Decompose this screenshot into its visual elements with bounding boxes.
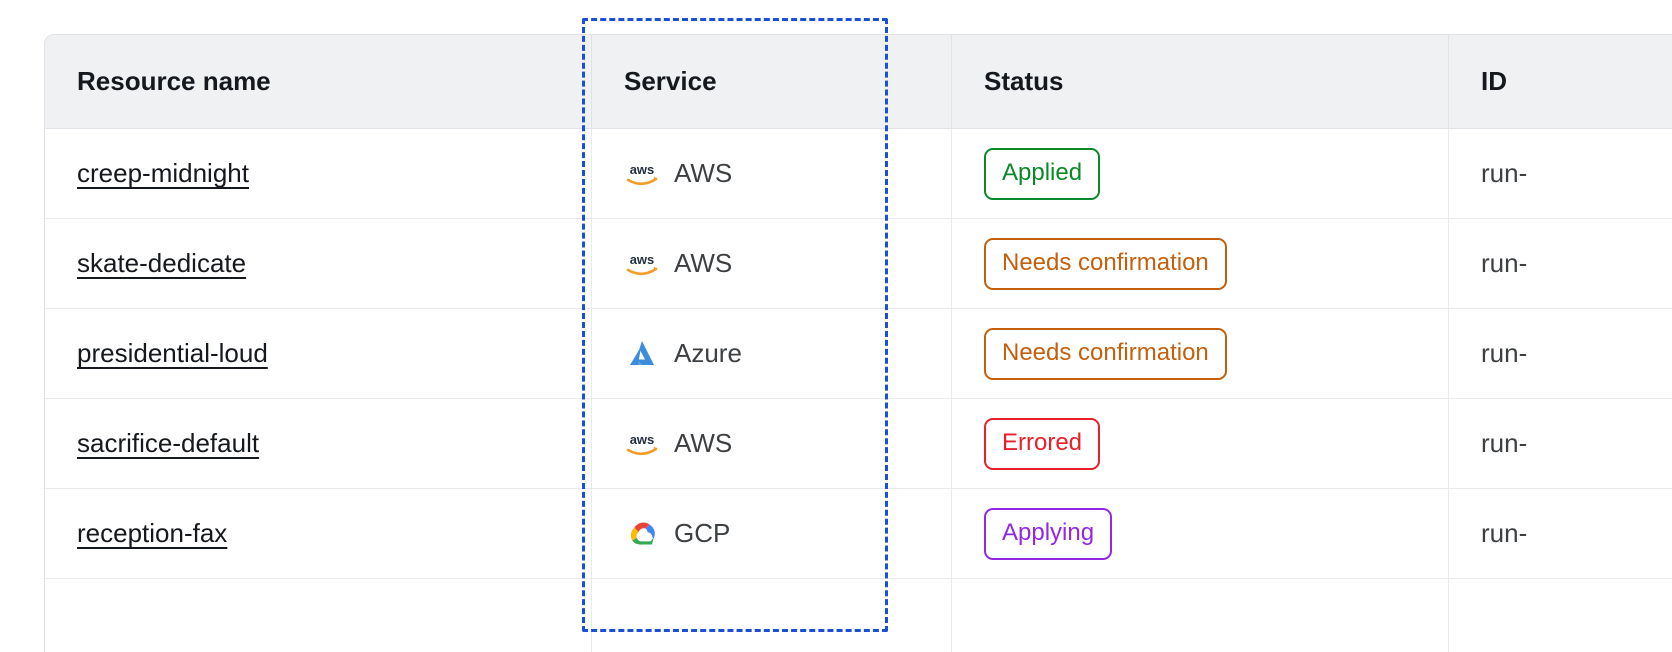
status-badge: Errored <box>984 417 1101 470</box>
run-id-text: run- <box>1481 338 1528 368</box>
column-header-service[interactable]: Service <box>591 35 951 129</box>
svg-text:aws: aws <box>630 432 655 447</box>
aws-logo-icon: aws <box>624 247 660 281</box>
column-header-status[interactable]: Status <box>951 35 1448 129</box>
service-cell-content: aws AWS <box>624 157 951 191</box>
cell-status: Errored <box>951 399 1448 489</box>
resource-table-container: Resource name Service Status ID creep-mi… <box>44 34 1672 652</box>
cell-id <box>1448 579 1672 652</box>
column-header-id[interactable]: ID <box>1448 35 1672 129</box>
column-header-resource-name[interactable]: Resource name <box>45 35 591 129</box>
service-cell-content: GCP <box>624 517 951 551</box>
aws-logo-icon: aws <box>624 427 660 461</box>
table-row[interactable]: reception-fax GCP Applying run- <box>45 489 1672 579</box>
run-id-text: run- <box>1481 158 1528 188</box>
cell-id: run- <box>1448 219 1672 309</box>
service-label: AWS <box>674 248 733 278</box>
cell-resource-name <box>45 579 591 652</box>
service-label: GCP <box>674 518 731 548</box>
table-row[interactable] <box>45 579 1672 652</box>
service-label: Azure <box>674 338 742 368</box>
run-id-text: run- <box>1481 248 1528 278</box>
table-header-row: Resource name Service Status ID <box>45 35 1672 129</box>
cell-service: aws AWS <box>591 399 951 489</box>
cell-id: run- <box>1448 399 1672 489</box>
table-header: Resource name Service Status ID <box>45 35 1672 129</box>
status-badge: Needs confirmation <box>984 327 1227 380</box>
cell-resource-name: sacrifice-default <box>45 399 591 489</box>
cell-service: Azure <box>591 309 951 399</box>
cell-resource-name: reception-fax <box>45 489 591 579</box>
resource-name-link[interactable]: presidential-loud <box>77 338 268 368</box>
cell-resource-name: creep-midnight <box>45 129 591 219</box>
cell-service <box>591 579 951 652</box>
service-label: AWS <box>674 158 733 188</box>
cell-service: GCP <box>591 489 951 579</box>
azure-logo-icon <box>624 337 660 371</box>
resource-table: Resource name Service Status ID creep-mi… <box>44 34 1672 652</box>
service-cell-content: Azure <box>624 337 951 371</box>
status-badge: Needs confirmation <box>984 237 1227 290</box>
service-cell-content: aws AWS <box>624 247 951 281</box>
aws-logo-icon: aws <box>624 157 660 191</box>
table-row[interactable]: sacrifice-default aws AWS Errored run- <box>45 399 1672 489</box>
run-id-text: run- <box>1481 428 1528 458</box>
cell-status: Needs confirmation <box>951 309 1448 399</box>
cell-service: aws AWS <box>591 219 951 309</box>
cell-status: Applying <box>951 489 1448 579</box>
table-row[interactable]: presidential-loud Azure Needs confirmation… <box>45 309 1672 399</box>
service-cell-content: aws AWS <box>624 427 951 461</box>
cell-resource-name: presidential-loud <box>45 309 591 399</box>
cell-service: aws AWS <box>591 129 951 219</box>
cell-id: run- <box>1448 309 1672 399</box>
cell-resource-name: skate-dedicate <box>45 219 591 309</box>
cell-id: run- <box>1448 129 1672 219</box>
svg-text:aws: aws <box>630 252 655 267</box>
resource-name-link[interactable]: creep-midnight <box>77 158 249 188</box>
cell-status: Needs confirmation <box>951 219 1448 309</box>
run-id-text: run- <box>1481 518 1528 548</box>
status-badge: Applied <box>984 147 1101 200</box>
resource-name-link[interactable]: sacrifice-default <box>77 428 260 458</box>
status-badge: Applying <box>984 507 1113 560</box>
service-label: AWS <box>674 428 733 458</box>
cell-status <box>951 579 1448 652</box>
cell-id: run- <box>1448 489 1672 579</box>
cell-status: Applied <box>951 129 1448 219</box>
table-row[interactable]: creep-midnight aws AWS Applied run- <box>45 129 1672 219</box>
table-row[interactable]: skate-dedicate aws AWS Needs confirmation ru… <box>45 219 1672 309</box>
resource-name-link[interactable]: skate-dedicate <box>77 248 247 278</box>
gcp-logo-icon <box>624 517 660 551</box>
resource-name-link[interactable]: reception-fax <box>77 518 228 548</box>
svg-text:aws: aws <box>630 162 655 177</box>
table-body: creep-midnight aws AWS Applied run-skate-ded… <box>45 129 1672 652</box>
